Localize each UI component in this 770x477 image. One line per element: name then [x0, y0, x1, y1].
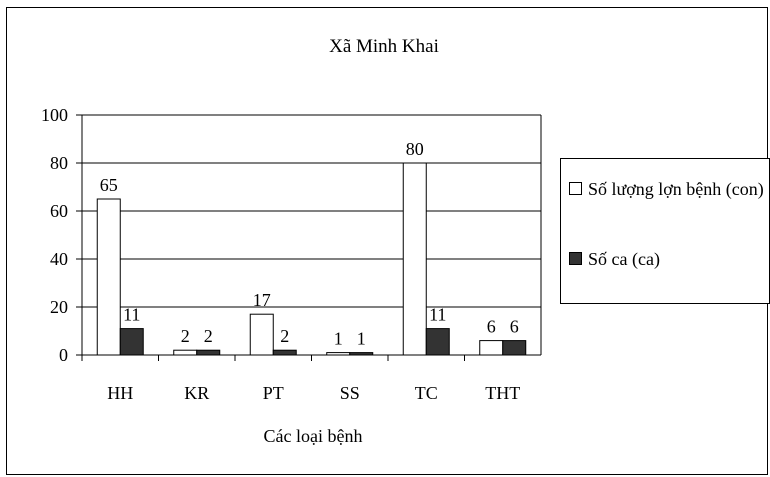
x-tick-label: TC [415, 383, 438, 403]
data-label: 80 [406, 139, 424, 159]
data-label: 6 [510, 317, 519, 337]
data-label: 2 [204, 326, 213, 346]
bar [479, 340, 504, 356]
x-tick-label: PT [263, 383, 284, 403]
x-tick-label: SS [340, 383, 360, 403]
data-label: 2 [280, 326, 289, 346]
x-tick-label: THT [485, 383, 520, 403]
y-tick-label: 20 [50, 297, 68, 317]
bar [173, 349, 198, 356]
y-tick-label: 80 [50, 153, 68, 173]
bar [402, 162, 427, 356]
legend-label: Số lượng lợn bệnh (con) [588, 179, 764, 199]
legend-label: Số ca (ca) [588, 249, 660, 269]
bar [96, 198, 121, 356]
legend-swatch-dark [569, 252, 582, 265]
x-tick-label: HH [107, 383, 133, 403]
bar [196, 349, 221, 356]
legend-item-series-1: Số lượng lợn bệnh (con) [569, 177, 764, 202]
legend-item-series-2: Số ca (ca) [569, 247, 764, 272]
bar [425, 328, 450, 356]
bar [119, 328, 144, 356]
bar [326, 352, 351, 356]
legend-swatch-white [569, 182, 582, 195]
y-tick-label: 100 [41, 105, 68, 125]
data-label: 1 [357, 329, 366, 349]
x-tick-label: KR [184, 383, 209, 403]
x-axis-title: Các loại bệnh [264, 426, 363, 446]
data-label: 11 [123, 305, 140, 325]
data-label: 1 [334, 329, 343, 349]
y-tick-label: 0 [59, 345, 68, 365]
data-label: 11 [429, 305, 446, 325]
bar [249, 313, 274, 356]
bar [272, 349, 297, 356]
y-tick-label: 40 [50, 249, 68, 269]
data-label: 2 [181, 326, 190, 346]
data-label: 17 [253, 290, 271, 310]
y-tick-label: 60 [50, 201, 68, 221]
chart-title: Xã Minh Khai [329, 36, 439, 57]
legend: Số lượng lợn bệnh (con) Số ca (ca) [560, 158, 770, 304]
data-label: 65 [100, 175, 118, 195]
bar [502, 340, 527, 356]
data-label: 6 [487, 317, 496, 337]
bar [349, 352, 374, 356]
